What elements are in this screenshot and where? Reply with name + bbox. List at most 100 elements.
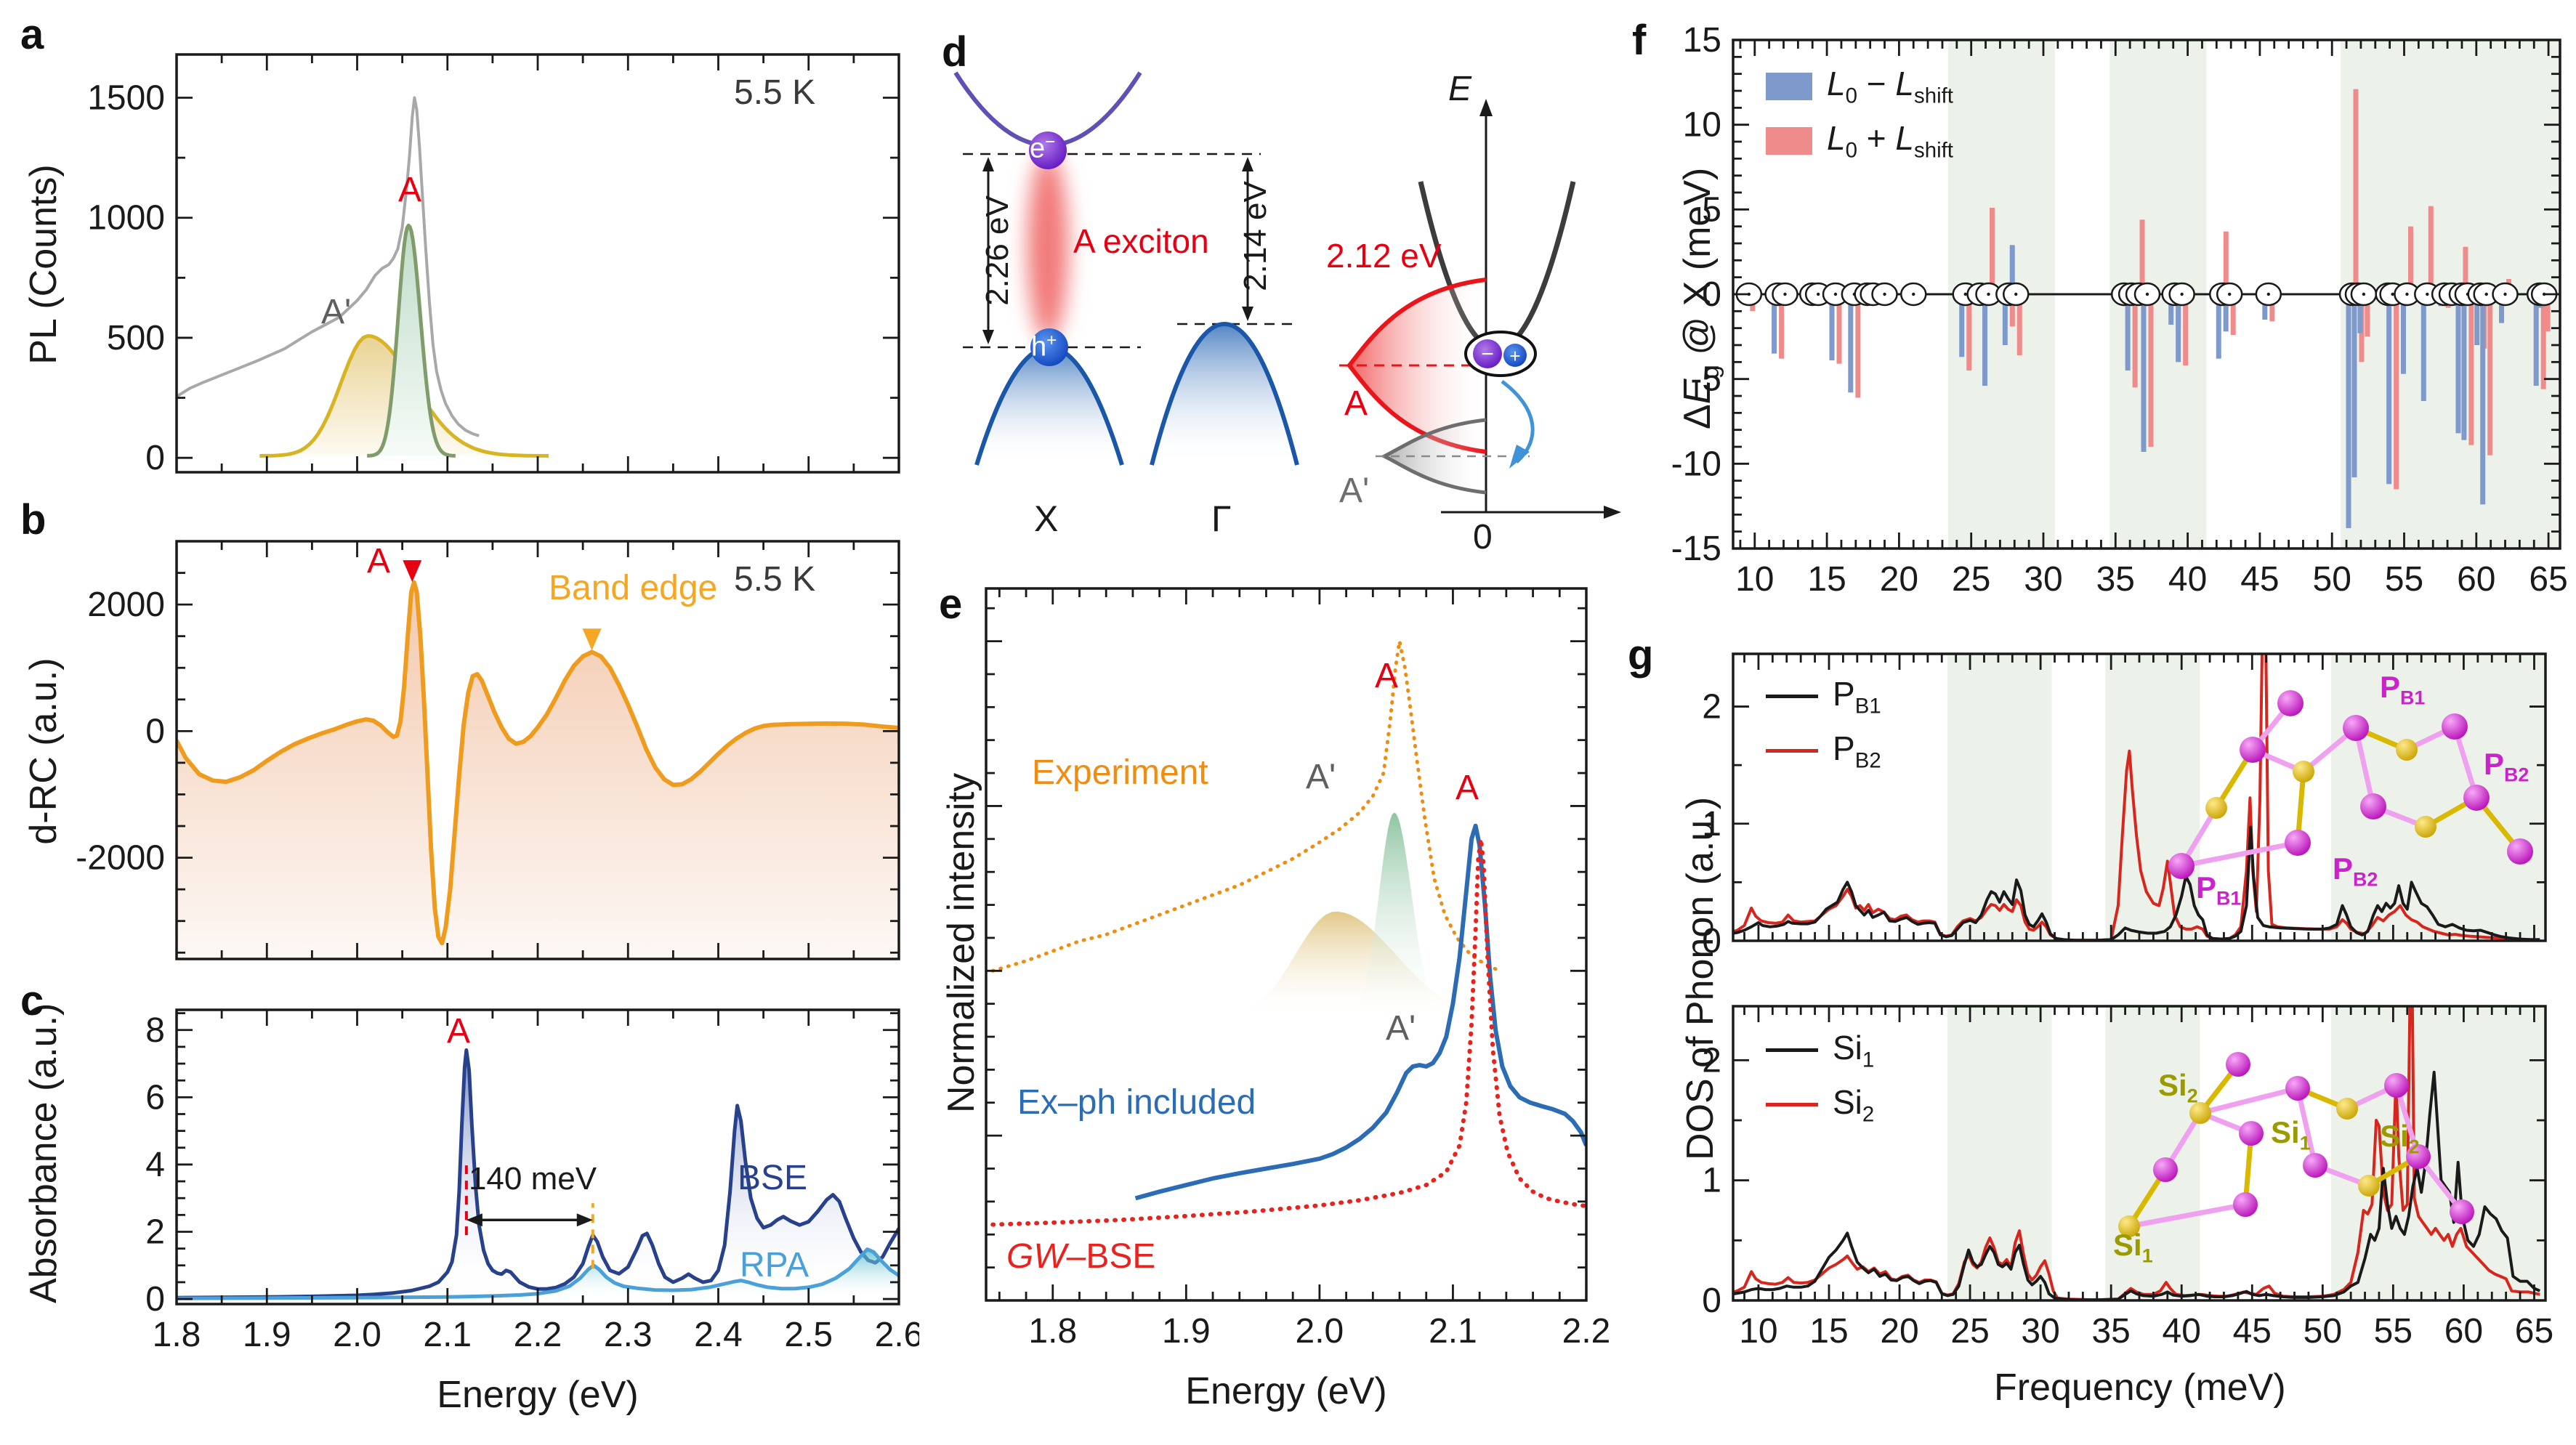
p-atom: [2285, 1076, 2310, 1101]
bar-red: [2540, 294, 2546, 389]
phonon-mode-marker-dot: [2266, 292, 2271, 296]
p-atom: [2463, 785, 2490, 811]
A-gaussian-curve: [366, 223, 456, 458]
y-tick-label: 6: [145, 1078, 165, 1117]
legend-si1-label: Si1: [1833, 1029, 1875, 1072]
hole-circle: [1030, 328, 1068, 366]
inset-atom-label: PB1: [2196, 870, 2242, 910]
bar-blue: [2262, 294, 2268, 320]
phonon-mode-marker-dot: [1816, 292, 1820, 296]
phonon-mode-marker-dot: [1783, 292, 1787, 296]
p-atom: [2153, 1157, 2178, 1182]
bar-red: [2183, 294, 2189, 365]
inset-atom-label: Si1: [2113, 1228, 2153, 1267]
drc-y-axis-title: d-RC (a.u.): [23, 657, 65, 845]
panel-g-phonon-dos: 0 1 2 10 15 20 25 30 35 40 45 50 55 60 65 0 1 2 DOS of Ph…: [1657, 639, 2576, 1445]
absorbance-chart: 1.8 1.9 2.0 2.1 2.2 2.3 2.4 2.5 2.6 0 2 4 6 8: [145, 1008, 919, 1354]
x-point-label: X: [1034, 498, 1059, 539]
minus-sign: −: [1481, 342, 1494, 366]
exciton-electron: [1473, 339, 1502, 368]
panel-e-theory-comparison: 1.8 1.9 2.0 2.1 2.2 Normalized intensity Ene…: [919, 574, 1657, 1445]
highlight-band: [2105, 1006, 2200, 1300]
bar-red: [2139, 219, 2145, 294]
bar-red: [1836, 294, 1842, 364]
gap-x-value: 2.26 eV: [980, 195, 1015, 306]
y-tick-label: 2: [145, 1213, 165, 1251]
x-tick-label: 60: [2444, 1312, 2483, 1351]
x-tick-label: 65: [2529, 560, 2567, 599]
plus-sign: +: [1509, 345, 1520, 367]
p-atom: [2277, 690, 2304, 716]
bar-red: [2230, 294, 2236, 335]
energy-x-axis-title: Energy (eV): [437, 1374, 639, 1416]
peak-marker-triangle: [403, 560, 422, 583]
bar-blue: [2455, 294, 2461, 434]
a-lower-label: A: [1455, 769, 1479, 807]
bar-blue: [2499, 294, 2505, 323]
p-atom: [2442, 713, 2468, 740]
arrowhead-up: [982, 157, 994, 171]
x-tick-label: 1.9: [243, 1316, 291, 1354]
phonon-mode-marker-dot: [1987, 292, 1990, 296]
phonon-mode-marker-dot: [2014, 292, 2018, 296]
p-atom: [2343, 715, 2369, 741]
bar-red: [2487, 294, 2493, 456]
a-prime-upper-label: A': [1306, 758, 1336, 796]
black-line-swatch: [1766, 1048, 1818, 1053]
exciton-hole: [1503, 344, 1527, 367]
x-tick-label: 2.4: [694, 1316, 743, 1354]
panel-letter-e: e: [939, 580, 963, 628]
bar-red: [2016, 294, 2022, 355]
ex-ph-included-label: Ex–ph included: [1017, 1083, 1256, 1122]
bar-red: [2009, 294, 2015, 327]
y-tick-label: -5: [1690, 360, 1721, 399]
legend-row-plus: L0 + Lshift: [1766, 118, 1953, 163]
legend-si2-label: Si2: [1833, 1083, 1875, 1127]
intensity-chart: 1.8 1.9 2.0 2.1 2.2: [985, 587, 1610, 1351]
bar-blue: [1959, 294, 1965, 357]
PL-experiment-curve: [177, 96, 480, 437]
bar-blue: [1829, 294, 1835, 360]
x-tick-label: 20: [1880, 560, 1918, 599]
BSE-fill: [177, 1050, 899, 1300]
energy-axis-label: E: [1448, 70, 1472, 108]
x-tick-label: 2.0: [1296, 1312, 1344, 1351]
panel-b-drc-spectrum: -2000 0 2000 d-RC (a.u.) 5.5 K A Band edge: [0, 501, 919, 981]
x-tick-label: 40: [2168, 560, 2207, 599]
y-tick-label: -10: [1671, 445, 1721, 483]
P_B1-curve: [1733, 825, 2540, 941]
plot-area: [1733, 654, 2545, 941]
plot-area: [1733, 1006, 2545, 1300]
inset-atom-label: PB1: [2380, 670, 2426, 709]
y-tick-label: 8: [145, 1011, 165, 1050]
gap-shift-legend: L0 − Lshift L0 + Lshift: [1766, 64, 1953, 163]
y-tick-label: 0: [145, 439, 165, 477]
p-atom: [2507, 838, 2533, 865]
inset-atom-label: Si2: [2158, 1068, 2198, 1107]
si-atom: [2415, 816, 2436, 838]
p-atom: [2168, 853, 2195, 879]
inset-atom-label: PB2: [2484, 747, 2529, 786]
x-tick-label: 2.5: [784, 1316, 833, 1354]
bar-red: [1779, 294, 1785, 359]
bar-blue: [2386, 294, 2392, 485]
y-tick-label: -15: [1671, 530, 1721, 568]
intensity-y-axis-title: Normalized intensity: [940, 772, 982, 1113]
x-tick-label: 65: [2515, 1312, 2553, 1351]
phonon-mode-marker-dot: [2145, 292, 2149, 296]
p-atom: [2384, 1073, 2409, 1098]
x-tick-label: 35: [2091, 1312, 2130, 1351]
gw-bse-curve: [990, 836, 1586, 1227]
A-gaussian-fill: [367, 225, 456, 456]
bar-blue: [2141, 294, 2147, 452]
bar-blue: [2346, 294, 2351, 528]
highlight-band: [2330, 654, 2545, 941]
y-tick-label: 2: [1702, 1041, 1721, 1080]
phonon-mode-marker-dot: [2227, 292, 2232, 296]
plot-area: [990, 639, 1586, 1227]
inset-atom-label: PB2: [2333, 851, 2378, 891]
x-tick-label: 2.2: [514, 1316, 562, 1354]
pl-y-axis-title: PL (Counts): [23, 164, 65, 365]
bse-curve-label: BSE: [738, 1159, 808, 1197]
legend-row-si2: Si2: [1766, 1082, 1874, 1127]
